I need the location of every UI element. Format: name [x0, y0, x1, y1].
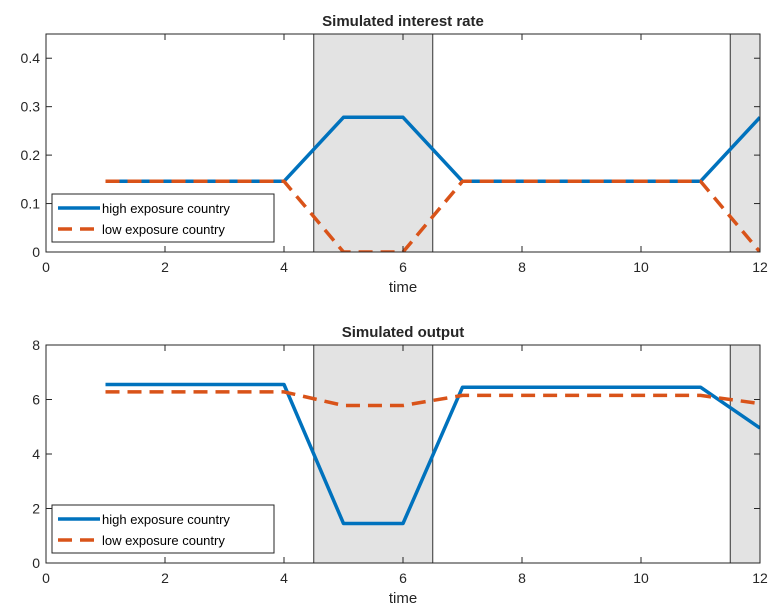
rate-y-tick-label: 0	[32, 244, 40, 260]
rate-legend-label-low: low exposure country	[102, 222, 225, 237]
output-x-tick-label: 4	[280, 570, 288, 586]
output-y-tick-label: 8	[32, 337, 40, 353]
output-legend-label-high: high exposure country	[102, 512, 230, 527]
output-x-tick-label: 2	[161, 570, 169, 586]
rate-x-tick-label: 0	[42, 259, 50, 275]
rate-y-tick-label: 0.3	[21, 99, 41, 115]
output-chart-title: Simulated output	[342, 324, 465, 341]
rate-legend-label-high: high exposure country	[102, 201, 230, 216]
rate-legend-box	[51, 193, 275, 243]
rate-x-axis-label: time	[389, 279, 417, 296]
rate-legend: high exposure country low exposure countr…	[51, 193, 275, 243]
output-chart: 0 2 4 6 8 10 12 0 2 4 6 8 Simulated output time high e…	[32, 324, 768, 607]
output-x-tick-label: 0	[42, 570, 50, 586]
rate-y-tick-label: 0.2	[21, 147, 41, 163]
rate-x-tick-label: 4	[280, 259, 288, 275]
output-x-axis-label: time	[389, 590, 417, 607]
rate-x-tick-label: 10	[633, 259, 649, 275]
output-y-tick-label: 4	[32, 446, 40, 462]
output-y-tick-label: 6	[32, 392, 40, 408]
output-legend-label-low: low exposure country	[102, 533, 225, 548]
output-x-tick-label: 12	[752, 570, 768, 586]
rate-x-tick-label: 6	[399, 259, 407, 275]
rate-shaded-region	[313, 34, 433, 252]
output-series-line-high	[105, 382, 760, 526]
output-shaded-region	[313, 345, 433, 563]
output-x-tick-label: 10	[633, 570, 649, 586]
rate-chart-title: Simulated interest rate	[322, 13, 484, 30]
rate-x-tick-label: 2	[161, 259, 169, 275]
rate-y-tick-label: 0.1	[21, 196, 41, 212]
rate-series-line-low	[105, 179, 760, 252]
rate-series-line-high	[105, 115, 760, 184]
rate-x-tick-label: 8	[518, 259, 526, 275]
output-legend-box	[51, 504, 275, 554]
output-y-tick-label: 0	[32, 555, 40, 571]
output-legend: high exposure country low exposure countr…	[51, 504, 275, 554]
rate-x-tick-label: 12	[752, 259, 768, 275]
output-x-tick-label: 6	[399, 570, 407, 586]
output-x-tick-label: 8	[518, 570, 526, 586]
output-y-tick-label: 2	[32, 501, 40, 517]
rate-chart: 0 2 4 6 8 10 12 0 0.1 0.2 0.3 0.4 Simulated interest…	[21, 13, 768, 296]
rate-y-tick-label: 0.4	[21, 50, 41, 66]
